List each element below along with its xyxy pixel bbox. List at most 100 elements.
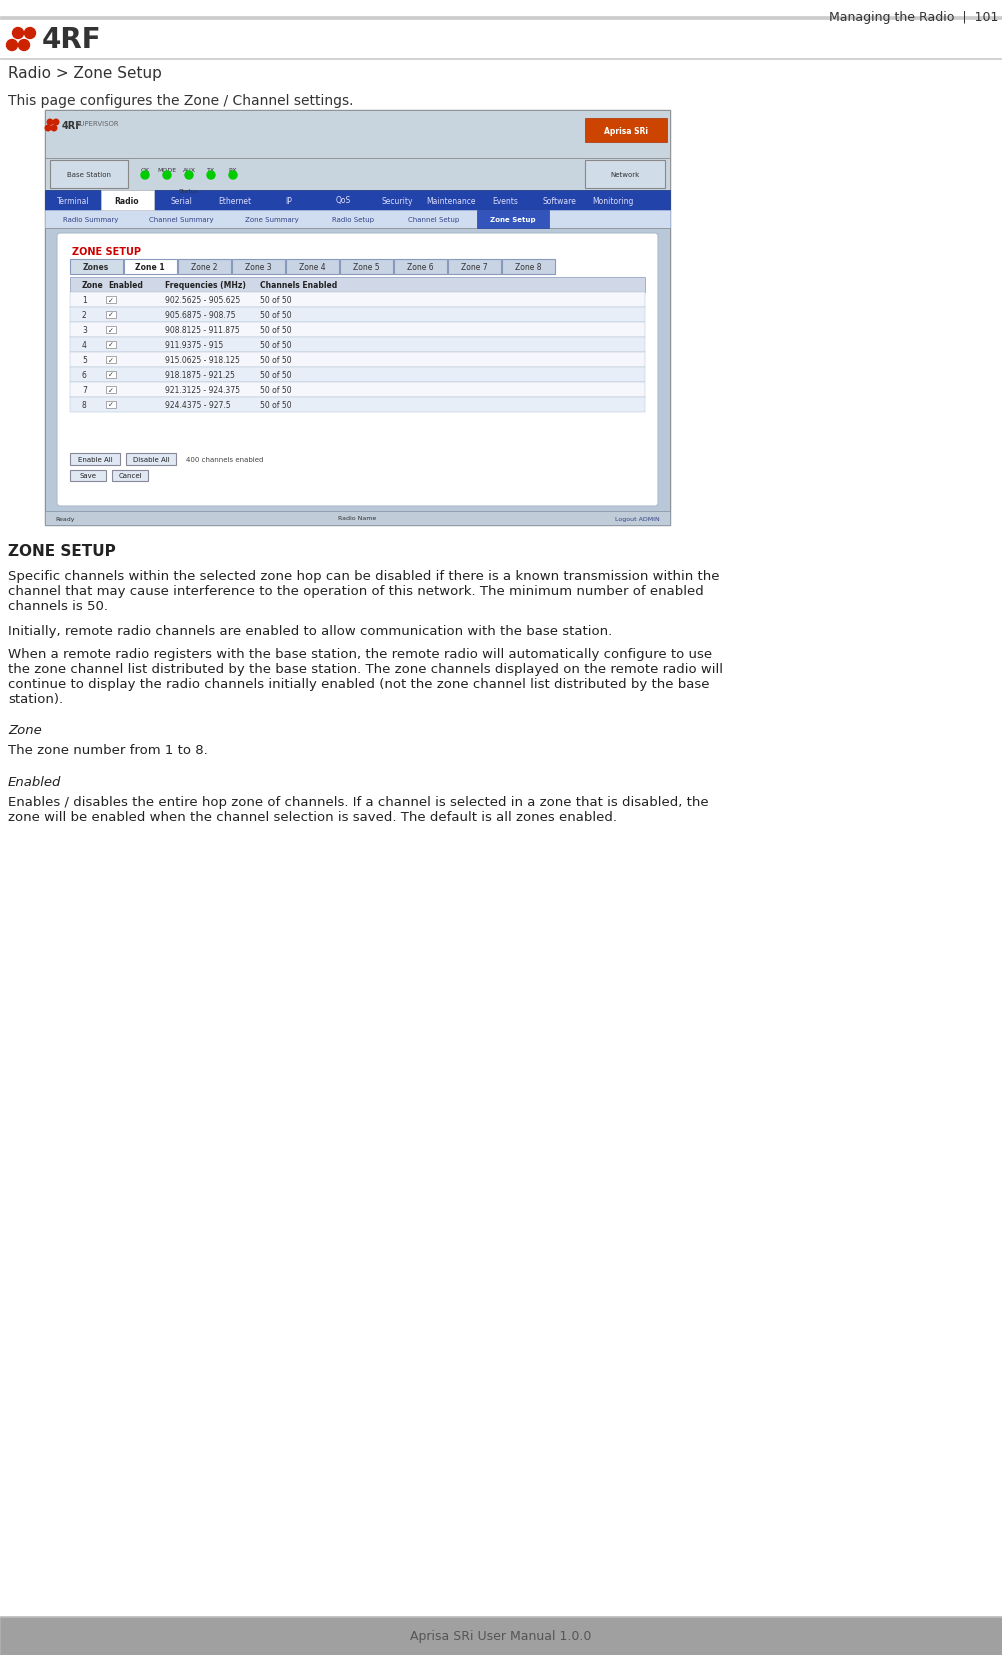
Text: ✓: ✓ bbox=[108, 357, 114, 364]
Circle shape bbox=[228, 172, 236, 180]
Text: Zone: Zone bbox=[82, 281, 103, 290]
Bar bbox=[0, 17, 1002, 20]
Text: Radio Setup: Radio Setup bbox=[332, 217, 374, 223]
Bar bbox=[45, 159, 669, 190]
Text: Radio Summary: Radio Summary bbox=[63, 217, 118, 223]
Text: ZONE SETUP: ZONE SETUP bbox=[8, 544, 115, 559]
Text: ✓: ✓ bbox=[108, 372, 114, 379]
Text: Zone 5: Zone 5 bbox=[353, 263, 379, 271]
Text: Enables / disables the entire hop zone of channels. If a channel is selected in : Enables / disables the entire hop zone o… bbox=[8, 796, 708, 824]
Text: Zone Summary: Zone Summary bbox=[244, 217, 299, 223]
Text: ✓: ✓ bbox=[108, 387, 114, 394]
Bar bbox=[45, 511, 669, 526]
Bar bbox=[177, 260, 230, 275]
Circle shape bbox=[24, 28, 35, 40]
Circle shape bbox=[206, 172, 214, 180]
Bar bbox=[70, 260, 123, 275]
Bar bbox=[70, 470, 106, 482]
Bar bbox=[106, 343, 116, 349]
Text: 50 of 50: 50 of 50 bbox=[260, 311, 292, 319]
Bar bbox=[0, 1617, 1002, 1655]
Text: 1: 1 bbox=[82, 296, 86, 305]
Bar bbox=[45, 111, 669, 159]
Text: 902.5625 - 905.625: 902.5625 - 905.625 bbox=[165, 296, 240, 305]
Circle shape bbox=[6, 40, 17, 51]
Text: Channel Summary: Channel Summary bbox=[148, 217, 213, 223]
Text: Zone Setup: Zone Setup bbox=[490, 217, 535, 223]
Text: Frequencies (MHz): Frequencies (MHz) bbox=[165, 281, 245, 290]
Text: 50 of 50: 50 of 50 bbox=[260, 371, 292, 379]
Bar bbox=[394, 260, 447, 275]
Text: When a remote radio registers with the base station, the remote radio will autom: When a remote radio registers with the b… bbox=[8, 647, 722, 705]
Text: ✓: ✓ bbox=[108, 343, 114, 348]
Bar bbox=[70, 453, 120, 465]
Circle shape bbox=[45, 126, 51, 132]
Text: Disable All: Disable All bbox=[132, 457, 169, 463]
Text: Radio: Radio bbox=[114, 197, 139, 205]
Text: AUX: AUX bbox=[182, 167, 195, 172]
Bar bbox=[584, 119, 666, 142]
Text: 4RF: 4RF bbox=[42, 26, 101, 55]
Text: Save: Save bbox=[79, 473, 96, 480]
Text: Network: Network bbox=[610, 172, 639, 177]
Bar bbox=[231, 260, 285, 275]
Bar bbox=[45, 228, 669, 511]
Text: 915.0625 - 918.125: 915.0625 - 918.125 bbox=[165, 356, 239, 364]
Bar bbox=[70, 308, 644, 323]
Text: 908.8125 - 911.875: 908.8125 - 911.875 bbox=[165, 326, 239, 334]
Text: Status: Status bbox=[178, 189, 198, 194]
Text: Cancel: Cancel bbox=[118, 473, 141, 480]
Text: Ready: Ready bbox=[55, 516, 74, 521]
Text: Specific channels within the selected zone hop can be disabled if there is a kno: Specific channels within the selected zo… bbox=[8, 569, 718, 612]
Bar bbox=[112, 470, 148, 482]
Text: 50 of 50: 50 of 50 bbox=[260, 296, 292, 305]
Bar bbox=[50, 161, 128, 189]
Text: Aprisa SRi User Manual 1.0.0: Aprisa SRi User Manual 1.0.0 bbox=[410, 1630, 591, 1642]
Text: The zone number from 1 to 8.: The zone number from 1 to 8. bbox=[8, 743, 207, 756]
Text: Zone 8: Zone 8 bbox=[514, 263, 541, 271]
Text: Zone 3: Zone 3 bbox=[244, 263, 272, 271]
Bar bbox=[106, 326, 116, 334]
Text: 5: 5 bbox=[82, 356, 87, 364]
Text: Monitoring: Monitoring bbox=[592, 197, 633, 205]
Text: Zone 4: Zone 4 bbox=[299, 263, 325, 271]
Bar bbox=[70, 367, 644, 382]
Bar bbox=[45, 111, 669, 526]
Text: 4: 4 bbox=[82, 341, 87, 349]
Text: RX: RX bbox=[228, 167, 237, 172]
Bar bbox=[70, 353, 644, 367]
Circle shape bbox=[141, 172, 149, 180]
Bar bbox=[477, 210, 548, 228]
Text: Logout ADMIN: Logout ADMIN bbox=[614, 516, 659, 521]
Bar bbox=[45, 190, 669, 210]
Bar bbox=[448, 260, 501, 275]
Text: Zone 1: Zone 1 bbox=[135, 263, 164, 271]
Circle shape bbox=[47, 121, 53, 126]
Text: 50 of 50: 50 of 50 bbox=[260, 401, 292, 410]
Text: 7: 7 bbox=[82, 386, 87, 396]
Text: Zones: Zones bbox=[83, 263, 109, 271]
Text: Enabled: Enabled bbox=[8, 776, 61, 788]
Bar bbox=[70, 278, 644, 293]
Text: 400 channels enabled: 400 channels enabled bbox=[185, 457, 264, 463]
Text: QoS: QoS bbox=[335, 197, 351, 205]
Text: Radio > Zone Setup: Radio > Zone Setup bbox=[8, 66, 161, 81]
Text: Terminal: Terminal bbox=[57, 197, 89, 205]
Text: Channels Enabled: Channels Enabled bbox=[260, 281, 337, 290]
FancyBboxPatch shape bbox=[57, 233, 657, 506]
Text: Zone 2: Zone 2 bbox=[190, 263, 217, 271]
Bar bbox=[70, 397, 644, 412]
Bar bbox=[340, 260, 393, 275]
Text: 50 of 50: 50 of 50 bbox=[260, 326, 292, 334]
Text: 911.9375 - 915: 911.9375 - 915 bbox=[165, 341, 223, 349]
Text: 50 of 50: 50 of 50 bbox=[260, 341, 292, 349]
Text: 921.3125 - 924.375: 921.3125 - 924.375 bbox=[165, 386, 239, 396]
Bar bbox=[106, 372, 116, 379]
Bar bbox=[106, 296, 116, 305]
Text: Enabled: Enabled bbox=[108, 281, 142, 290]
Bar bbox=[45, 210, 669, 228]
Text: Aprisa SRi: Aprisa SRi bbox=[603, 126, 647, 136]
Text: Channel Setup: Channel Setup bbox=[408, 217, 459, 223]
Bar bbox=[106, 357, 116, 364]
Bar bbox=[70, 293, 644, 308]
